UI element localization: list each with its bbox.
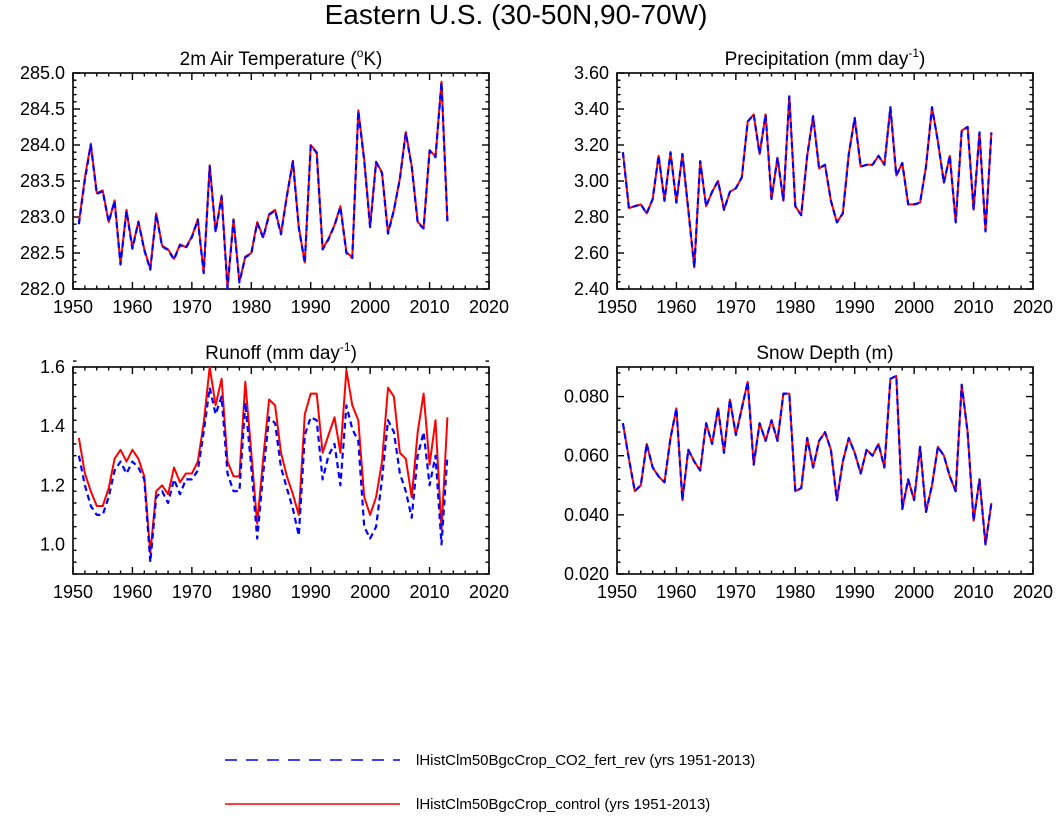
x-tick-label: 1980 [775, 582, 815, 602]
x-tick-label: 1980 [775, 297, 815, 317]
x-tick-label: 1970 [172, 582, 212, 602]
panel-title: Snow Depth (m) [756, 343, 893, 364]
panel-title-tail: K) [363, 49, 382, 70]
panel-title: Precipitation (mm day-1) [725, 46, 926, 70]
y-tick-label: 0.080 [564, 387, 609, 407]
y-tick-label: 1.6 [40, 357, 65, 377]
series-line-lhistclm50bgccrop-co2-fert-rev [77, 386, 449, 564]
y-tick-label: 0.060 [564, 446, 609, 466]
x-tick-label: 1950 [53, 582, 93, 602]
y-tick-label: 3.40 [574, 99, 609, 119]
x-tick-label: 2020 [1013, 297, 1053, 317]
y-tick-label: 2.80 [574, 207, 609, 227]
y-tick-label: 1.2 [40, 475, 65, 495]
x-tick-label: 2010 [410, 582, 450, 602]
x-tick-label: 2000 [894, 297, 934, 317]
x-tick-label: 2020 [469, 297, 509, 317]
series-line-lhistclm50bgccrop-co2-fert-rev [77, 81, 449, 290]
x-tick-label: 1990 [835, 582, 875, 602]
panel-title-superscript: -1 [340, 340, 351, 354]
y-tick-label: 284.5 [20, 99, 65, 119]
series-line-lhistclm50bgccrop-control [77, 80, 449, 289]
series-line-lhistclm50bgccrop-co2-fert-rev [621, 374, 993, 546]
x-tick-label: 1950 [597, 582, 637, 602]
panel-title-main: Precipitation (mm day [725, 49, 909, 70]
x-tick-label: 2020 [1013, 582, 1053, 602]
panel-runoff-mm-day: Runoff (mm day-1) 1950 1960 1970 1980 1990 200… [40, 340, 509, 602]
y-tick-label: 284.0 [20, 135, 65, 155]
x-tick-label: 2000 [350, 297, 390, 317]
panels: 2m Air Temperature (oK) 1950 1960 1970 1980 1… [20, 46, 1053, 602]
panel-title-tail: ) [919, 49, 925, 70]
y-tick-label: 0.020 [564, 564, 609, 584]
y-tick-label: 3.60 [574, 63, 609, 83]
series-line-lhistclm50bgccrop-co2-fert-rev [621, 95, 993, 269]
x-tick-label: 1960 [112, 297, 152, 317]
y-tick-label: 2.60 [574, 243, 609, 263]
y-tick-label: 282.0 [20, 279, 65, 299]
panel-title-main: Snow Depth (m) [756, 343, 893, 364]
y-tick-label: 285.0 [20, 63, 65, 83]
y-tick-label: 1.0 [40, 534, 65, 554]
x-tick-label: 2000 [894, 582, 934, 602]
panel-2m-air-temperature-k: 2m Air Temperature (oK) 1950 1960 1970 1980 1… [20, 46, 509, 317]
y-tick-label: 3.20 [574, 135, 609, 155]
plot-frame [616, 366, 1034, 575]
legend: lHistClm50BgcCrop_CO2_fert_rev (yrs 1951… [225, 752, 755, 813]
x-tick-label: 2010 [954, 297, 994, 317]
series-line-lhistclm50bgccrop-control [77, 366, 449, 555]
y-tick-label: 283.0 [20, 207, 65, 227]
x-tick-label: 1990 [291, 582, 331, 602]
x-tick-label: 1960 [656, 582, 696, 602]
x-tick-label: 1960 [656, 297, 696, 317]
x-tick-label: 1960 [112, 582, 152, 602]
x-tick-label: 1970 [716, 582, 756, 602]
panel-title: 2m Air Temperature (oK) [180, 46, 383, 70]
y-tick-label: 282.5 [20, 243, 65, 263]
x-tick-label: 1990 [835, 297, 875, 317]
figure-title: Eastern U.S. (30-50N,90-70W) [325, 0, 708, 30]
panel-precipitation-mm-day: Precipitation (mm day-1) 1950 1960 1970 1980… [574, 46, 1053, 317]
panel-title-superscript: -1 [908, 46, 919, 60]
y-tick-label: 2.40 [574, 279, 609, 299]
y-tick-label: 0.040 [564, 505, 609, 525]
x-tick-label: 2010 [954, 582, 994, 602]
x-tick-label: 2020 [469, 582, 509, 602]
panel-title-main: Runoff (mm day [205, 343, 340, 364]
x-tick-label: 2000 [350, 582, 390, 602]
y-tick-label: 283.5 [20, 171, 65, 191]
panel-snow-depth-m: Snow Depth (m) 1950 1960 1970 1980 1990 2000 20… [564, 343, 1053, 602]
panel-title-superscript: o [357, 46, 364, 60]
plot-frame [72, 366, 490, 575]
panel-title-main: 2m Air Temperature ( [180, 49, 358, 70]
legend-label-co2-fert-rev: lHistClm50BgcCrop_CO2_fert_rev (yrs 1951… [416, 752, 755, 769]
x-tick-label: 1950 [597, 297, 637, 317]
y-tick-label: 3.00 [574, 171, 609, 191]
x-tick-label: 1990 [291, 297, 331, 317]
legend-label-control: lHistClm50BgcCrop_control (yrs 1951-2013… [416, 796, 710, 813]
panel-title: Runoff (mm day-1) [205, 340, 357, 364]
x-tick-label: 2010 [410, 297, 450, 317]
x-tick-label: 1950 [53, 297, 93, 317]
panel-title-tail: ) [351, 343, 357, 364]
y-tick-label: 1.4 [40, 416, 65, 436]
x-tick-label: 1970 [716, 297, 756, 317]
x-tick-label: 1970 [172, 297, 212, 317]
x-tick-label: 1980 [231, 582, 271, 602]
x-tick-label: 1980 [231, 297, 271, 317]
